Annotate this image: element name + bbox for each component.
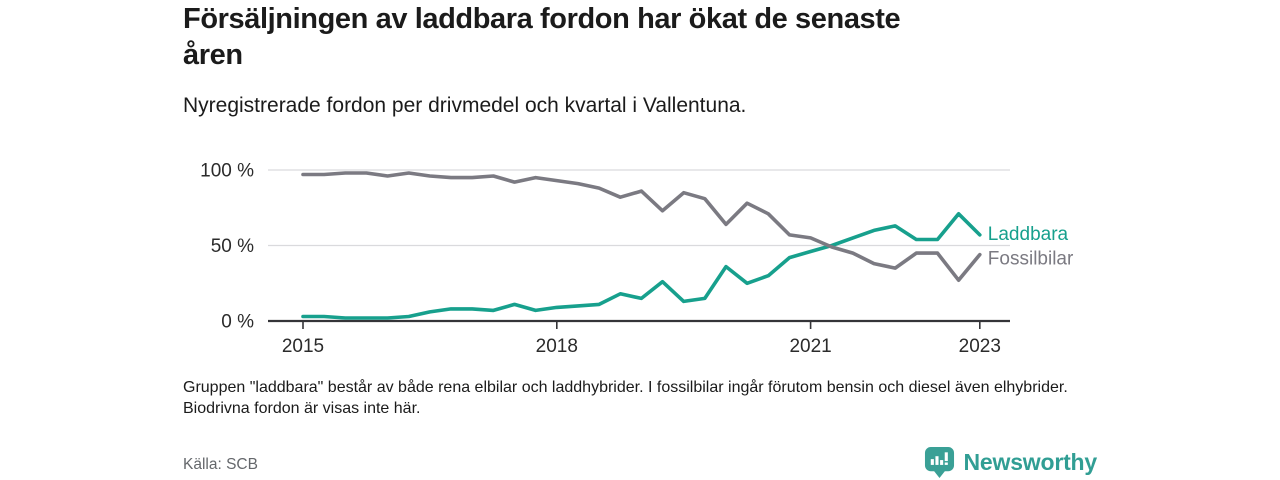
y-axis-tick-label: 50 % [211, 236, 254, 257]
newsworthy-logo[interactable]: Newsworthy [924, 445, 1097, 479]
x-axis-tick-label: 2021 [789, 336, 831, 357]
y-axis-tick-label: 100 % [200, 161, 254, 182]
chart-title-line-1: Försäljningen av laddbara fordon har öka… [183, 3, 901, 35]
chart-title: Försäljningen av laddbara fordon har öka… [183, 2, 1083, 74]
x-axis-tick-label: 2023 [959, 336, 1001, 357]
chart-subtitle: Nyregistrerade fordon per drivmedel och … [183, 94, 747, 117]
y-axis-tick-label: 0 % [221, 312, 254, 333]
newsworthy-bars-icon [924, 446, 954, 478]
source-label: Källa: SCB [183, 456, 258, 473]
legend-label-fossilbilar: Fossilbilar [988, 249, 1074, 270]
legend-label-laddbara: Laddbara [988, 224, 1069, 245]
x-axis-tick-label: 2018 [536, 336, 578, 357]
x-axis-tick-label: 2015 [282, 336, 324, 357]
series-line-fossilbilar [301, 171, 982, 283]
newsworthy-wordmark: Newsworthy [963, 448, 1098, 475]
chart-title-line-2: åren [183, 38, 243, 71]
footnote-text: Gruppen "laddbara" består av både rena e… [183, 379, 1068, 418]
series-line-laddbara [301, 212, 982, 320]
